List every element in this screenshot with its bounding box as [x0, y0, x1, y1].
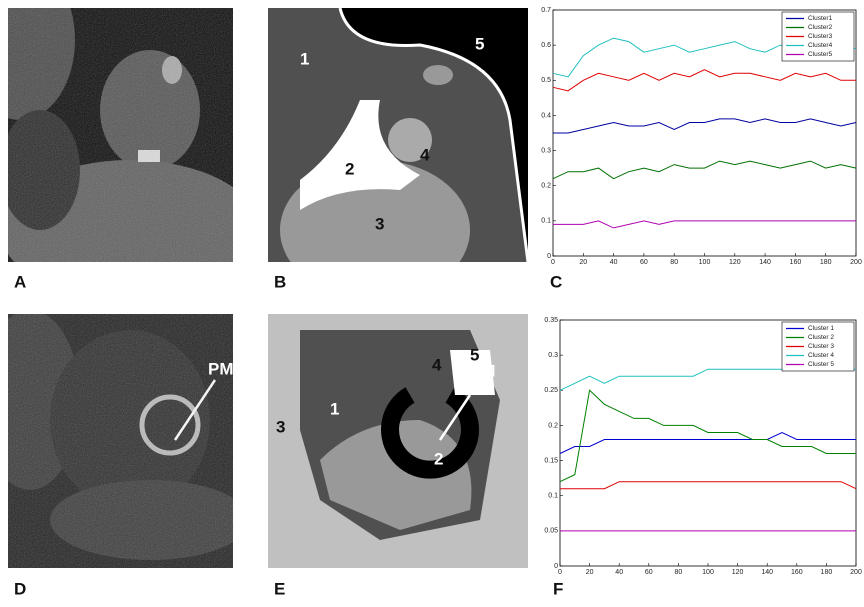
- y-tick-label: 0.15: [544, 457, 558, 464]
- y-tick-label: 0: [547, 253, 551, 260]
- x-tick-label: 20: [586, 569, 594, 576]
- segment-label: 4: [420, 145, 430, 164]
- panel-label: E: [274, 579, 285, 598]
- y-tick-label: 0.4: [541, 112, 551, 119]
- series-line: [552, 69, 856, 92]
- y-tick-label: 0.2: [541, 183, 551, 190]
- image-d: [8, 314, 233, 568]
- x-tick-label: 180: [820, 259, 832, 266]
- y-tick-label: 0.1: [548, 493, 558, 500]
- x-tick-label: 100: [702, 569, 714, 576]
- x-tick-label: 100: [699, 259, 711, 266]
- image-b: [268, 8, 528, 262]
- y-tick-label: 0.3: [541, 147, 551, 154]
- panel-label: B: [274, 272, 286, 291]
- y-tick-label: 0.3: [548, 352, 558, 359]
- panel-label: C: [550, 272, 562, 291]
- legend-label: Cluster 2: [808, 334, 834, 341]
- y-tick-label: 0.1: [541, 218, 551, 225]
- series-line: [559, 431, 856, 454]
- legend-box: [781, 11, 855, 62]
- legend-label: Cluster 5: [808, 361, 834, 368]
- segment-label: PM: [470, 361, 496, 380]
- y-tick-label: 0.5: [541, 77, 551, 84]
- segment-label: 2: [345, 159, 354, 178]
- legend-label: Cluster 1: [808, 325, 834, 332]
- x-tick-label: 120: [729, 259, 741, 266]
- x-tick-label: 60: [640, 259, 648, 266]
- x-tick-label: 160: [791, 569, 803, 576]
- y-tick-label: 0.25: [544, 387, 558, 394]
- y-tick-label: 0.05: [544, 528, 558, 535]
- series-line: [553, 118, 857, 134]
- x-tick-label: 20: [579, 259, 587, 266]
- x-tick-label: 0: [558, 569, 562, 576]
- x-tick-label: 200: [850, 569, 862, 576]
- segment-label: 4: [432, 355, 442, 374]
- segment-label: 3: [375, 214, 384, 233]
- x-tick-label: 160: [790, 259, 802, 266]
- legend-label: Cluster 4: [808, 352, 834, 359]
- legend-label: Cluster5: [808, 51, 833, 58]
- image-e: [268, 314, 528, 568]
- segment-label: 3: [276, 417, 285, 436]
- segment-label: 5: [475, 34, 484, 53]
- series-line: [552, 160, 857, 180]
- x-tick-label: 40: [615, 569, 623, 576]
- y-tick-label: 0.6: [541, 42, 551, 49]
- series-line: [559, 389, 856, 483]
- y-tick-label: 0.7: [541, 7, 551, 14]
- y-tick-label: 0.2: [548, 422, 558, 429]
- series-line: [553, 220, 856, 229]
- segment-label: 5: [470, 345, 479, 364]
- x-tick-label: 140: [761, 569, 773, 576]
- y-tick-label: 0: [554, 563, 558, 570]
- segment-label: 2: [434, 449, 443, 468]
- panel-label: D: [14, 579, 26, 598]
- legend-label: Cluster 3: [808, 343, 834, 350]
- segment-label: 1: [330, 399, 339, 418]
- x-tick-label: 0: [551, 259, 555, 266]
- series-line: [560, 481, 857, 490]
- x-tick-label: 200: [850, 259, 862, 266]
- x-tick-label: 180: [821, 569, 833, 576]
- legend-label: Cluster4: [808, 42, 833, 49]
- legend-label: Cluster3: [808, 33, 833, 40]
- image-a: [8, 8, 233, 262]
- x-tick-label: 80: [670, 259, 678, 266]
- x-tick-label: 80: [675, 569, 683, 576]
- panel-label: F: [553, 579, 563, 598]
- y-tick-label: 0.35: [544, 317, 558, 324]
- x-tick-label: 120: [732, 569, 744, 576]
- panel-label: A: [14, 272, 26, 291]
- legend-label: Cluster1: [808, 15, 833, 22]
- legend-label: Cluster2: [808, 24, 833, 31]
- x-tick-label: 60: [645, 569, 653, 576]
- segment-label: 1: [300, 49, 309, 68]
- annotation: PM: [208, 359, 234, 378]
- x-tick-label: 40: [610, 259, 618, 266]
- x-tick-label: 140: [759, 259, 771, 266]
